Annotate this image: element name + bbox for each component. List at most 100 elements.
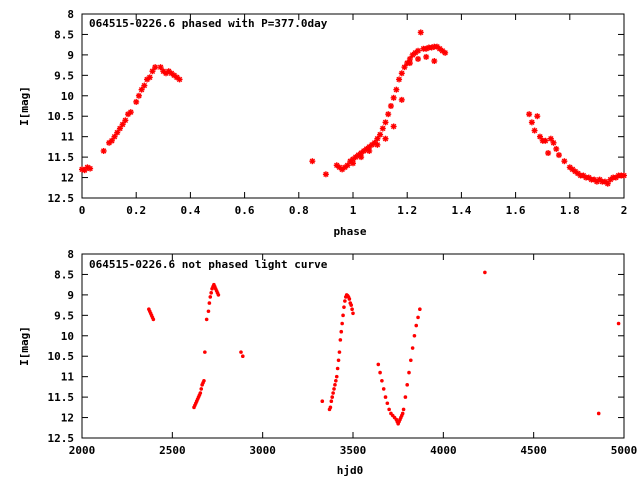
data-point [209, 291, 213, 295]
data-point [358, 154, 365, 161]
data-point [596, 411, 601, 416]
y-axis-label: I[mag] [18, 86, 31, 126]
x-tick-label: 0 [79, 204, 86, 217]
y-tick-label: 10 [61, 330, 74, 343]
data-point [351, 311, 355, 316]
data-point [531, 127, 538, 134]
data-point [146, 74, 153, 81]
data-point [483, 270, 487, 275]
data-point [542, 137, 549, 144]
data-point [423, 53, 430, 60]
data-point [398, 70, 405, 77]
tick-labels: 0 0.2 0.4 0.6 0.8 1 1.2 1.4 1.6 1.8 2 8 8.5 9 9.5 10 10.… [48, 8, 628, 217]
y-tick-label: 12 [61, 412, 74, 425]
x-tick-label: 4500 [520, 444, 547, 457]
data-point [526, 111, 533, 118]
data-point [381, 387, 386, 391]
data-point [349, 303, 353, 307]
unphased-light-curve-panel: 2000 2500 3000 3500 4000 4500 5000 8 8.5 9 9.5 10 10… [18, 248, 637, 477]
data-point [206, 309, 211, 314]
data-point [350, 160, 356, 167]
data-point [418, 307, 422, 312]
data-point [152, 64, 159, 71]
data-point [387, 407, 391, 412]
data-point [393, 86, 400, 93]
data-point [87, 165, 94, 172]
data-point [338, 338, 343, 342]
plot-title: 064515-0226.6 not phased light curve [89, 258, 328, 271]
y-tick-label: 9 [67, 289, 74, 302]
data-point [141, 82, 148, 89]
axis-ticks [81, 253, 625, 439]
data-point [534, 113, 541, 120]
y-tick-label: 11 [61, 371, 75, 384]
data-point [100, 147, 107, 154]
x-tick-label: 4000 [430, 444, 457, 457]
data-points [79, 29, 627, 187]
x-tick-label: 3000 [249, 444, 276, 457]
data-point [149, 68, 156, 75]
data-point [431, 58, 438, 65]
data-point [133, 98, 140, 105]
x-tick-label: 0.8 [289, 204, 309, 217]
data-point [415, 55, 422, 62]
data-point [334, 374, 339, 379]
x-tick-label: 2500 [159, 444, 186, 457]
y-tick-label: 8.5 [54, 268, 74, 281]
data-point [378, 370, 382, 375]
y-tick-label: 8 [67, 248, 74, 261]
data-point [202, 378, 206, 383]
data-point [339, 329, 344, 334]
data-point [380, 378, 384, 383]
y-tick-label: 9.5 [54, 309, 74, 322]
plot-frame [81, 253, 625, 439]
x-tick-label: 1.2 [397, 204, 417, 217]
data-point [412, 333, 417, 338]
data-point [114, 129, 121, 136]
data-point [616, 321, 621, 326]
x-tick-label: 1.8 [560, 204, 580, 217]
axis-ticks [81, 13, 625, 199]
data-point [604, 180, 611, 187]
data-point [545, 150, 552, 157]
data-point [405, 383, 410, 387]
data-point [350, 307, 354, 312]
x-tick-label: 0.6 [235, 204, 255, 217]
data-point [330, 395, 335, 399]
data-point [547, 135, 554, 142]
data-point [555, 152, 562, 159]
data-point [561, 158, 568, 165]
x-axis-label: phase [333, 225, 366, 238]
data-point [341, 313, 345, 318]
data-point [387, 103, 394, 109]
data-point [203, 350, 207, 354]
data-point [409, 358, 413, 363]
y-tick-label: 11.5 [48, 391, 75, 404]
y-tick-label: 12 [61, 172, 74, 185]
y-axis-label: I[mag] [18, 326, 31, 366]
data-point [198, 391, 203, 395]
data-point [240, 354, 245, 359]
x-tick-label: 5000 [611, 444, 638, 457]
y-tick-label: 8 [67, 8, 74, 21]
data-point [309, 158, 316, 165]
data-point [320, 399, 325, 404]
data-point [406, 60, 413, 67]
data-point [151, 317, 156, 322]
phased-light-curve-panel: 0 0.2 0.4 0.6 0.8 1 1.2 1.4 1.6 1.8 2 8 8.5 9 9.5 10 10.… [18, 8, 627, 238]
data-point [208, 295, 213, 299]
data-point [400, 411, 405, 416]
data-points [147, 270, 621, 426]
data-point [340, 321, 344, 326]
data-point [333, 383, 337, 387]
y-tick-label: 12.5 [48, 432, 75, 445]
data-point [239, 350, 243, 354]
plot-frame [81, 13, 625, 199]
data-point [119, 121, 126, 128]
data-point [403, 395, 408, 399]
data-point [135, 92, 142, 99]
data-point [401, 64, 408, 71]
x-axis-label: hjd0 [337, 464, 364, 477]
data-point [334, 378, 338, 383]
data-point [366, 147, 373, 154]
